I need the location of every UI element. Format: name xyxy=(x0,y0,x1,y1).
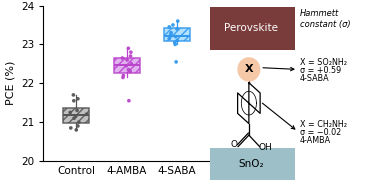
Point xyxy=(75,125,81,127)
Point xyxy=(129,62,135,65)
Point xyxy=(70,93,76,96)
Point xyxy=(174,39,180,42)
Text: Hammett
constant (σ): Hammett constant (σ) xyxy=(300,9,350,29)
Point xyxy=(119,57,125,60)
Text: 4-AMBA: 4-AMBA xyxy=(300,136,331,145)
Point xyxy=(127,55,133,58)
FancyBboxPatch shape xyxy=(208,148,294,179)
Point xyxy=(173,35,179,38)
Point xyxy=(67,111,73,114)
Point xyxy=(125,47,132,50)
Point xyxy=(166,26,172,28)
Text: SnO₂: SnO₂ xyxy=(239,159,264,169)
Point xyxy=(74,109,80,112)
Text: OH: OH xyxy=(259,143,273,152)
Point xyxy=(76,121,82,124)
Point xyxy=(83,113,89,116)
Point xyxy=(128,51,134,54)
Circle shape xyxy=(238,58,260,81)
Point xyxy=(170,23,176,26)
PathPatch shape xyxy=(164,28,190,41)
Text: O: O xyxy=(231,140,237,149)
Point xyxy=(125,68,132,71)
Point xyxy=(73,115,79,118)
Point xyxy=(127,70,133,73)
FancyBboxPatch shape xyxy=(208,7,294,50)
Text: σ = +0.59: σ = +0.59 xyxy=(300,66,341,75)
Point xyxy=(168,33,174,36)
Text: σ = −0.02: σ = −0.02 xyxy=(300,128,341,137)
PathPatch shape xyxy=(113,58,140,73)
Text: Perovskite: Perovskite xyxy=(225,23,278,33)
Point xyxy=(124,58,130,61)
Point xyxy=(73,128,79,131)
Text: X: X xyxy=(245,64,253,74)
Point xyxy=(172,41,178,44)
Text: 4-SABA: 4-SABA xyxy=(300,74,329,83)
Point xyxy=(120,76,126,79)
Point xyxy=(172,43,178,46)
Point xyxy=(71,117,77,120)
Point xyxy=(174,27,180,30)
PathPatch shape xyxy=(63,108,89,123)
Point xyxy=(168,31,174,34)
Point xyxy=(120,74,126,77)
Point xyxy=(175,20,181,23)
Point xyxy=(173,60,179,63)
Text: X = CH₂NH₂: X = CH₂NH₂ xyxy=(300,120,347,129)
Point xyxy=(68,127,74,130)
Point xyxy=(123,64,129,67)
Point xyxy=(71,99,77,102)
Point xyxy=(166,37,172,40)
Y-axis label: PCE (%): PCE (%) xyxy=(6,61,15,105)
Point xyxy=(126,99,132,102)
Point xyxy=(75,97,81,100)
Text: X = SO₂NH₂: X = SO₂NH₂ xyxy=(300,58,347,67)
